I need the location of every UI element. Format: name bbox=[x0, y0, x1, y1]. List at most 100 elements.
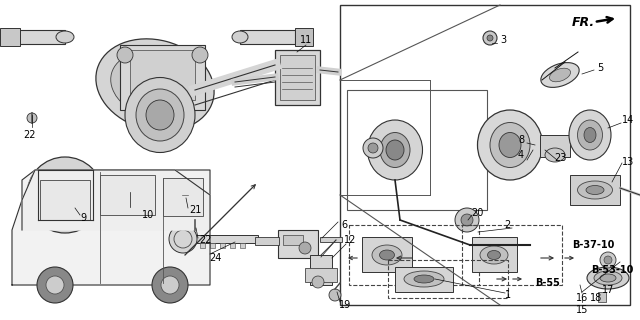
Text: 10: 10 bbox=[142, 210, 154, 220]
Text: 20: 20 bbox=[471, 208, 483, 218]
Text: 22: 22 bbox=[199, 235, 211, 245]
Circle shape bbox=[41, 171, 89, 219]
Ellipse shape bbox=[545, 148, 565, 162]
Ellipse shape bbox=[232, 31, 248, 43]
Circle shape bbox=[363, 138, 383, 158]
Ellipse shape bbox=[587, 267, 629, 289]
Bar bbox=[540, 135, 570, 157]
Polygon shape bbox=[12, 170, 210, 285]
Circle shape bbox=[117, 47, 133, 63]
Text: B-37-10: B-37-10 bbox=[572, 240, 614, 250]
Ellipse shape bbox=[372, 245, 402, 265]
Circle shape bbox=[27, 113, 37, 123]
Bar bbox=[100, 175, 155, 215]
Circle shape bbox=[604, 256, 612, 264]
Ellipse shape bbox=[136, 89, 184, 141]
Bar bbox=[349, 225, 479, 285]
Bar bbox=[230, 243, 235, 248]
Bar bbox=[395, 267, 453, 292]
Text: 6: 6 bbox=[341, 220, 347, 230]
Bar bbox=[163, 178, 203, 216]
Ellipse shape bbox=[550, 68, 570, 82]
Circle shape bbox=[192, 47, 208, 63]
Text: 14: 14 bbox=[622, 115, 634, 125]
Ellipse shape bbox=[490, 123, 530, 167]
Bar bbox=[240, 30, 295, 44]
Bar bbox=[120, 45, 205, 110]
Text: 22: 22 bbox=[24, 130, 36, 140]
Bar bbox=[388, 260, 508, 298]
Ellipse shape bbox=[109, 171, 151, 213]
Text: FR.: FR. bbox=[572, 15, 595, 28]
Circle shape bbox=[46, 276, 64, 294]
Circle shape bbox=[329, 289, 341, 301]
Circle shape bbox=[169, 225, 197, 253]
Ellipse shape bbox=[586, 186, 604, 195]
Circle shape bbox=[455, 208, 479, 232]
Text: 8: 8 bbox=[518, 135, 524, 145]
Text: 5: 5 bbox=[597, 63, 603, 73]
Ellipse shape bbox=[569, 110, 611, 160]
Text: 16: 16 bbox=[576, 293, 588, 303]
Bar bbox=[362, 237, 412, 272]
Ellipse shape bbox=[111, 52, 199, 118]
Circle shape bbox=[152, 267, 188, 303]
Bar bbox=[183, 235, 258, 243]
Bar bbox=[598, 292, 606, 302]
Ellipse shape bbox=[96, 39, 214, 131]
Ellipse shape bbox=[499, 132, 521, 157]
Bar bbox=[305, 268, 337, 282]
Polygon shape bbox=[22, 170, 210, 230]
Circle shape bbox=[53, 183, 77, 207]
Ellipse shape bbox=[56, 31, 74, 43]
Circle shape bbox=[461, 214, 473, 226]
Bar bbox=[462, 225, 562, 285]
Bar bbox=[240, 243, 245, 248]
Text: 12: 12 bbox=[344, 235, 356, 245]
Bar bbox=[472, 237, 517, 272]
Ellipse shape bbox=[125, 77, 195, 153]
Text: 21: 21 bbox=[189, 205, 201, 215]
Circle shape bbox=[161, 276, 179, 294]
Text: 1: 1 bbox=[505, 290, 511, 300]
Bar bbox=[10, 30, 65, 44]
Circle shape bbox=[312, 276, 324, 288]
Ellipse shape bbox=[584, 127, 596, 142]
Bar bbox=[295, 28, 313, 46]
Text: 11: 11 bbox=[300, 35, 312, 45]
Text: 9: 9 bbox=[80, 213, 86, 223]
Ellipse shape bbox=[414, 275, 434, 283]
Bar bbox=[220, 243, 225, 248]
Ellipse shape bbox=[577, 181, 612, 199]
Circle shape bbox=[487, 35, 493, 41]
Ellipse shape bbox=[146, 100, 174, 130]
Circle shape bbox=[37, 267, 73, 303]
Ellipse shape bbox=[488, 251, 500, 260]
Bar bbox=[570, 175, 620, 205]
Bar bbox=[0, 28, 20, 46]
Ellipse shape bbox=[123, 185, 137, 199]
Text: 13: 13 bbox=[622, 157, 634, 167]
Ellipse shape bbox=[594, 271, 622, 285]
Bar bbox=[278, 230, 318, 258]
Bar bbox=[310, 255, 332, 285]
Circle shape bbox=[27, 157, 103, 233]
Circle shape bbox=[178, 188, 192, 202]
Text: 3: 3 bbox=[500, 35, 506, 45]
Ellipse shape bbox=[541, 63, 579, 87]
Circle shape bbox=[190, 220, 200, 230]
Bar bbox=[283, 235, 303, 245]
Text: 4: 4 bbox=[518, 150, 524, 160]
Text: 15: 15 bbox=[576, 305, 588, 315]
Circle shape bbox=[368, 143, 378, 153]
Bar bbox=[280, 55, 315, 100]
Bar bbox=[130, 50, 195, 100]
Bar bbox=[320, 237, 342, 242]
Text: 23: 23 bbox=[554, 153, 566, 163]
Bar bbox=[275, 50, 320, 105]
Circle shape bbox=[600, 252, 616, 268]
Bar bbox=[255, 237, 279, 245]
Ellipse shape bbox=[386, 140, 404, 160]
Ellipse shape bbox=[367, 120, 422, 180]
Circle shape bbox=[483, 31, 497, 45]
